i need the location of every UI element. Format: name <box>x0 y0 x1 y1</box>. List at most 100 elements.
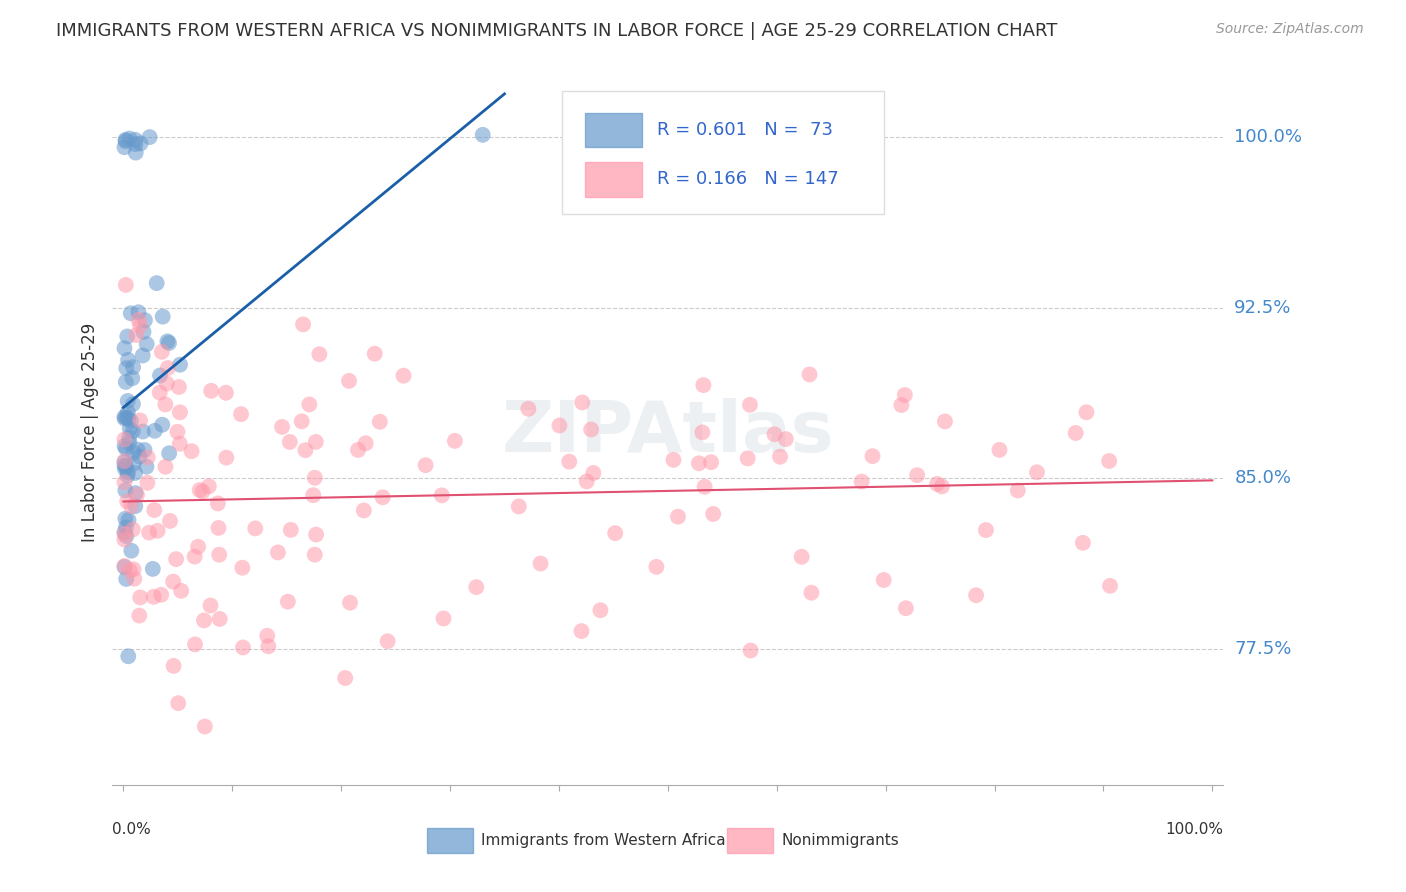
Point <box>167 380 190 394</box>
Point <box>142 590 165 604</box>
Point <box>150 417 173 432</box>
Point <box>304 548 326 562</box>
Point <box>364 347 387 361</box>
Text: Nonimmigrants: Nonimmigrants <box>782 833 898 848</box>
Point <box>155 459 177 474</box>
Text: 92.5%: 92.5% <box>1234 299 1292 317</box>
Point <box>114 458 136 473</box>
Point <box>229 407 252 421</box>
Point <box>339 596 361 610</box>
Point <box>115 520 138 534</box>
Point <box>775 432 797 446</box>
Point <box>114 134 136 148</box>
Point <box>138 525 160 540</box>
Point <box>125 328 148 343</box>
Point <box>277 594 299 608</box>
Text: ZIPAtlas: ZIPAtlas <box>502 398 834 467</box>
Point <box>666 509 689 524</box>
Point <box>115 494 138 508</box>
FancyBboxPatch shape <box>562 91 884 214</box>
Point <box>305 434 328 449</box>
Point <box>132 425 155 439</box>
Point <box>208 612 231 626</box>
Point <box>688 456 710 470</box>
Point <box>152 310 174 324</box>
Point <box>304 471 326 485</box>
Point <box>124 133 146 147</box>
Point <box>115 442 138 456</box>
Point <box>862 449 884 463</box>
Point <box>193 614 215 628</box>
Point <box>131 349 153 363</box>
Point <box>529 557 551 571</box>
Point <box>988 442 1011 457</box>
Point <box>894 601 917 615</box>
Point <box>415 458 437 472</box>
Point <box>354 436 377 450</box>
Point <box>575 475 598 489</box>
Point <box>256 629 278 643</box>
Point <box>1076 405 1098 419</box>
Point <box>187 540 209 554</box>
Point <box>122 523 145 537</box>
Point <box>571 395 593 409</box>
Point <box>156 376 179 391</box>
Point <box>149 385 172 400</box>
Point <box>115 529 138 543</box>
Point <box>124 137 146 152</box>
Point <box>114 525 136 540</box>
Point <box>115 572 138 586</box>
Y-axis label: In Labor Force | Age 25-29: In Labor Force | Age 25-29 <box>80 323 98 542</box>
Point <box>114 533 136 547</box>
Point <box>114 475 136 490</box>
Point <box>645 559 668 574</box>
Point <box>122 397 145 411</box>
Point <box>432 611 454 625</box>
Point <box>170 583 193 598</box>
Point <box>145 276 167 290</box>
Point <box>180 444 202 458</box>
Point <box>430 488 453 502</box>
Point <box>134 442 156 457</box>
Point <box>894 388 917 402</box>
Point <box>763 427 786 442</box>
Point <box>118 421 141 435</box>
Point <box>605 526 627 541</box>
Point <box>121 424 143 438</box>
Point <box>267 545 290 559</box>
Point <box>579 422 602 436</box>
Point <box>122 457 145 471</box>
Point <box>700 455 723 469</box>
Point <box>890 398 912 412</box>
Point <box>232 640 254 655</box>
Point <box>308 347 330 361</box>
Point <box>143 503 166 517</box>
Point <box>294 443 316 458</box>
Text: 100.0%: 100.0% <box>1166 822 1223 838</box>
Point <box>114 140 136 154</box>
Point <box>215 385 238 400</box>
Point <box>931 479 953 493</box>
Point <box>136 450 159 465</box>
Point <box>582 466 605 480</box>
Point <box>125 488 148 502</box>
Point <box>117 411 139 425</box>
Point <box>465 580 488 594</box>
Point <box>118 431 141 445</box>
Point <box>517 401 540 416</box>
Point <box>188 483 211 497</box>
Point <box>927 477 949 491</box>
Point <box>905 468 928 483</box>
Point <box>127 305 149 319</box>
Point <box>377 634 399 648</box>
Point <box>337 374 360 388</box>
Point <box>114 511 136 525</box>
Point <box>166 425 188 439</box>
Point <box>208 548 231 562</box>
Point <box>146 524 169 538</box>
Point <box>200 599 222 613</box>
Point <box>302 488 325 502</box>
Point <box>231 560 253 574</box>
Point <box>117 649 139 664</box>
Point <box>471 128 494 142</box>
